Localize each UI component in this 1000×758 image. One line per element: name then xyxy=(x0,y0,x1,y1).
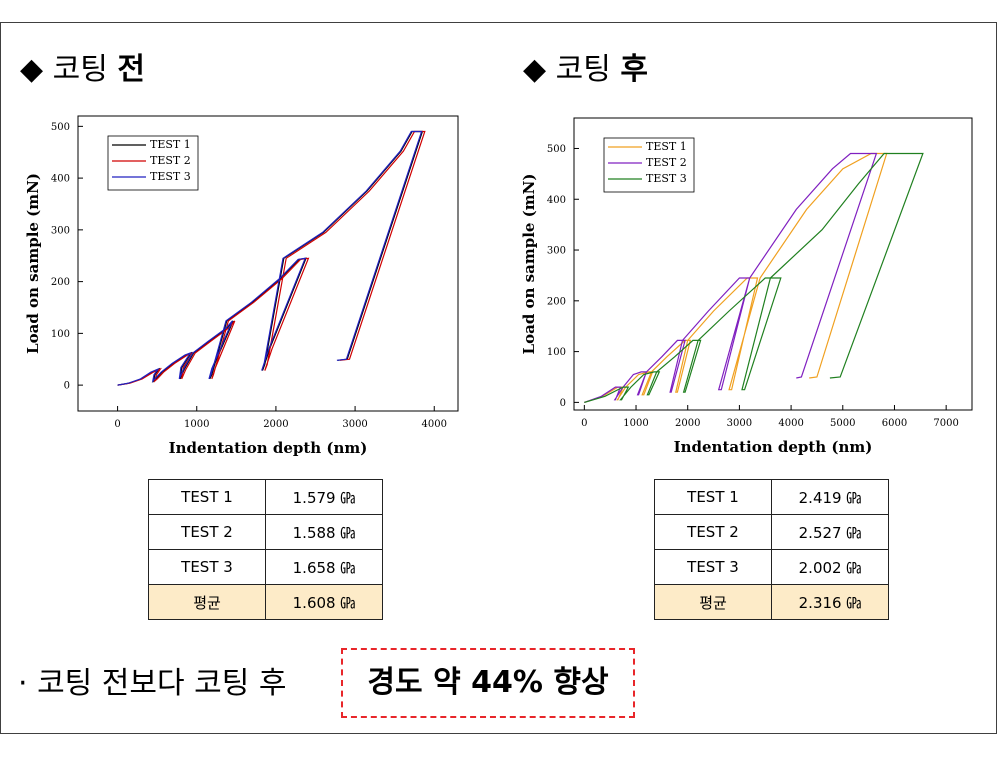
y-axis-label: Load on sample (mN) xyxy=(24,173,42,354)
y-tick-label: 300 xyxy=(547,246,566,257)
x-tick-label: 3000 xyxy=(342,419,367,430)
x-tick-label: 0 xyxy=(114,419,120,430)
y-tick-label: 400 xyxy=(51,174,70,185)
row-label: TEST 2 xyxy=(654,514,772,550)
legend-entry: TEST 1 xyxy=(646,140,687,153)
conclusion-highlight: 경도 약 44% 향상 xyxy=(341,648,635,718)
row-label: TEST 1 xyxy=(148,479,266,515)
x-tick-label: 4000 xyxy=(422,419,447,430)
x-tick-label: 7000 xyxy=(933,418,958,429)
table-row-average: 평균 1.608 ㎬ xyxy=(148,584,383,620)
series-line xyxy=(584,152,924,403)
table-after-coating: TEST 1 2.419 ㎬ TEST 2 2.527 ㎬ TEST 3 2.0… xyxy=(654,479,889,620)
series-line xyxy=(584,152,888,403)
y-tick-label: 100 xyxy=(51,329,70,340)
y-tick-label: 200 xyxy=(51,277,70,288)
x-tick-label: 1000 xyxy=(623,418,648,429)
row-label: TEST 1 xyxy=(654,479,772,515)
heading-after-strong: 후 xyxy=(620,52,648,87)
y-tick-label: 0 xyxy=(560,398,566,409)
heading-before-coating: ◆ 코팅 전 xyxy=(20,52,145,88)
table-row: TEST 1 2.419 ㎬ xyxy=(654,479,889,515)
x-tick-label: 1000 xyxy=(184,419,209,430)
legend-entry: TEST 3 xyxy=(150,170,191,183)
chart-after-coating: 0 1000 2000 3000 4000 5000 6000 7000 0 100 200 300 4… xyxy=(520,117,973,456)
row-value: 1.658 ㎬ xyxy=(265,549,383,585)
y-tick-label: 100 xyxy=(547,347,566,358)
series-line xyxy=(117,130,426,386)
heading-before-prefix: ◆ 코팅 xyxy=(20,52,108,87)
row-value: 2.419 ㎬ xyxy=(771,479,889,515)
x-axis-label: Indentation depth (nm) xyxy=(674,438,873,456)
table-row: TEST 1 1.579 ㎬ xyxy=(148,479,383,515)
row-label: TEST 2 xyxy=(148,514,266,550)
row-label: TEST 3 xyxy=(148,549,266,585)
x-tick-label: 6000 xyxy=(882,418,907,429)
y-tick-label: 300 xyxy=(51,225,70,236)
row-value: 1.588 ㎬ xyxy=(265,514,383,550)
y-tick-label: 200 xyxy=(547,296,566,307)
x-tick-label: 3000 xyxy=(727,418,752,429)
series-line xyxy=(117,130,423,386)
y-tick-label: 400 xyxy=(547,195,566,206)
table-before-coating: TEST 1 1.579 ㎬ TEST 2 1.588 ㎬ TEST 3 1.6… xyxy=(148,479,383,620)
table-row: TEST 3 2.002 ㎬ xyxy=(654,549,889,585)
table-row: TEST 2 1.588 ㎬ xyxy=(148,514,383,550)
row-value: 1.608 ㎬ xyxy=(265,584,383,620)
y-tick-label: 500 xyxy=(51,122,70,133)
table-row: TEST 2 2.527 ㎬ xyxy=(654,514,889,550)
row-label: TEST 3 xyxy=(654,549,772,585)
heading-after-prefix: ◆ 코팅 xyxy=(523,52,611,87)
conclusion-text: · 코팅 전보다 코팅 후 xyxy=(18,666,287,701)
y-axis-label: Load on sample (mN) xyxy=(520,174,538,355)
legend-entry: TEST 3 xyxy=(646,172,687,185)
legend-entry: TEST 2 xyxy=(646,156,687,169)
legend-entry: TEST 1 xyxy=(150,138,191,151)
series-line xyxy=(584,152,878,403)
row-value: 2.316 ㎬ xyxy=(771,584,889,620)
x-axis-label: Indentation depth (nm) xyxy=(169,439,368,457)
x-tick-label: 2000 xyxy=(675,418,700,429)
x-tick-label: 2000 xyxy=(263,419,288,430)
row-label: 평균 xyxy=(654,584,772,620)
table-row: TEST 3 1.658 ㎬ xyxy=(148,549,383,585)
y-tick-label: 0 xyxy=(64,381,70,392)
chart-before-coating: 0 1000 2000 3000 4000 0 100 200 300 400 500 Indenta… xyxy=(24,115,459,457)
row-value: 2.527 ㎬ xyxy=(771,514,889,550)
heading-after-coating: ◆ 코팅 후 xyxy=(523,52,648,88)
x-tick-label: 5000 xyxy=(830,418,855,429)
row-value: 1.579 ㎬ xyxy=(265,479,383,515)
heading-before-strong: 전 xyxy=(117,52,145,87)
row-value: 2.002 ㎬ xyxy=(771,549,889,585)
x-tick-label: 0 xyxy=(581,418,587,429)
legend-entry: TEST 2 xyxy=(150,154,191,167)
y-tick-label: 500 xyxy=(547,144,566,155)
table-row-average: 평균 2.316 ㎬ xyxy=(654,584,889,620)
x-tick-label: 4000 xyxy=(778,418,803,429)
row-label: 평균 xyxy=(148,584,266,620)
